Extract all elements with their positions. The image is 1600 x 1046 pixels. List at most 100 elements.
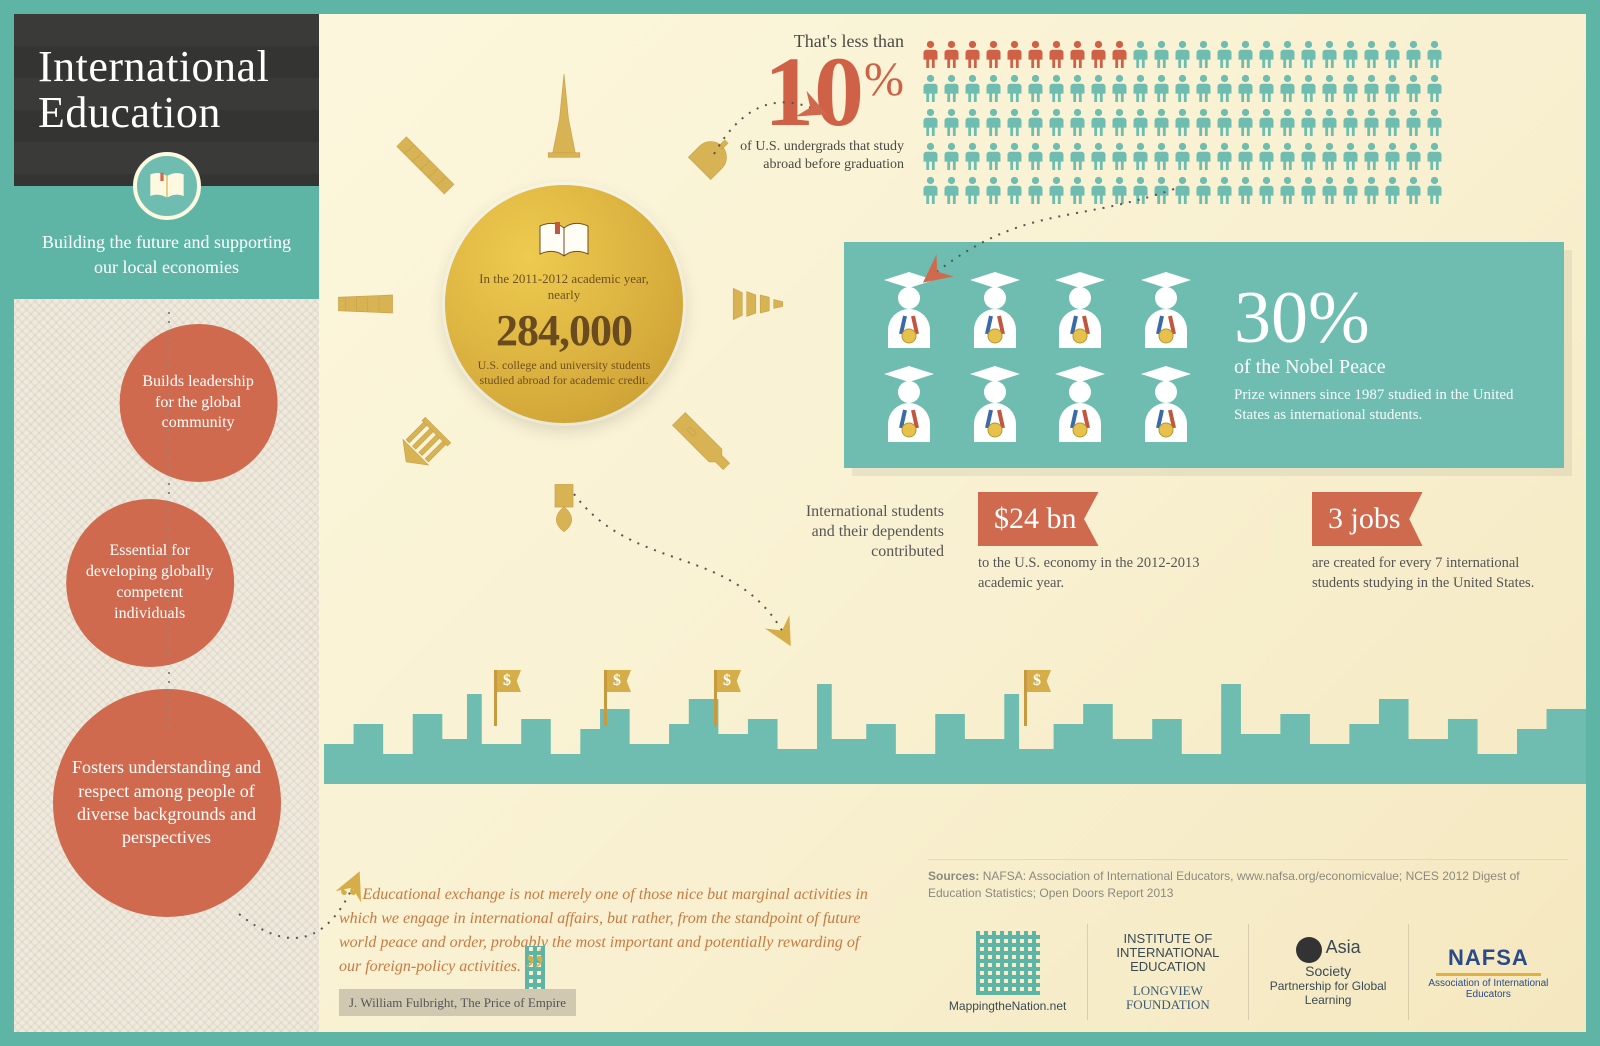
mesh-panel: Builds leadership for the global communi… bbox=[14, 299, 319, 1037]
asia-text: Asia bbox=[1326, 937, 1361, 957]
person-icon bbox=[943, 74, 960, 102]
person-icon bbox=[1300, 176, 1317, 204]
person-icon bbox=[1258, 108, 1275, 136]
flag-3jobs: 3 jobs are created for every 7 internati… bbox=[1312, 492, 1552, 593]
flag-sub-3jobs: are created for every 7 international st… bbox=[1312, 554, 1552, 593]
person-icon bbox=[1342, 176, 1359, 204]
percent-icon: % bbox=[864, 52, 904, 107]
title-block: International Education bbox=[14, 14, 319, 186]
bubble-leadership: Builds leadership for the global communi… bbox=[119, 324, 277, 482]
person-icon bbox=[943, 142, 960, 170]
person-icon bbox=[1300, 142, 1317, 170]
person-icon bbox=[1342, 108, 1359, 136]
person-icon bbox=[1069, 40, 1086, 68]
person-icon bbox=[1111, 176, 1128, 204]
person-icon bbox=[1048, 108, 1065, 136]
person-icon bbox=[985, 74, 1002, 102]
logo-longview-text: LONGVIEW FOUNDATION bbox=[1102, 984, 1233, 1013]
person-icon bbox=[922, 108, 939, 136]
person-icon bbox=[1195, 74, 1212, 102]
person-icon bbox=[985, 108, 1002, 136]
person-icon bbox=[1153, 40, 1170, 68]
nobel-percent: 30% bbox=[1234, 285, 1534, 352]
person-icon bbox=[922, 176, 939, 204]
people-row bbox=[922, 176, 1443, 204]
person-icon bbox=[1027, 74, 1044, 102]
person-icon bbox=[1195, 142, 1212, 170]
person-icon bbox=[922, 40, 939, 68]
qr-icon bbox=[976, 931, 1040, 995]
quote-attribution: J. William Fulbright, The Price of Empir… bbox=[339, 989, 576, 1017]
partner-logos: MappingtheNation.net INSTITUTE OF INTERN… bbox=[928, 924, 1568, 1020]
bubble-competent: Essential for developing globally compet… bbox=[66, 499, 234, 667]
infographic-canvas: International Education Building the fut… bbox=[0, 0, 1600, 1046]
person-icon bbox=[1174, 176, 1191, 204]
graduates-grid bbox=[874, 268, 1204, 442]
dollar-flag-icon: $ bbox=[714, 670, 750, 726]
person-icon bbox=[1279, 40, 1296, 68]
logo-mapping-label: MappingtheNation.net bbox=[949, 999, 1066, 1013]
person-icon bbox=[1279, 108, 1296, 136]
globe-core: In the 2011-2012 academic year, nearly 2… bbox=[445, 185, 683, 423]
person-icon bbox=[1216, 176, 1233, 204]
person-icon bbox=[1048, 176, 1065, 204]
person-icon bbox=[1363, 176, 1380, 204]
person-icon bbox=[964, 74, 981, 102]
nobel-text: 30% of the Nobel Peace Prize winners sin… bbox=[1234, 268, 1534, 442]
person-icon bbox=[1090, 40, 1107, 68]
person-icon bbox=[1384, 40, 1401, 68]
nobel-line2: Prize winners since 1987 studied in the … bbox=[1234, 385, 1534, 426]
nafsa-text: NAFSA bbox=[1448, 945, 1529, 971]
person-icon bbox=[1300, 108, 1317, 136]
graduate-icon bbox=[1131, 362, 1201, 442]
tenpct-number: 10 bbox=[764, 52, 864, 132]
person-icon bbox=[1090, 108, 1107, 136]
person-icon bbox=[1237, 74, 1254, 102]
globe-icon bbox=[1296, 937, 1322, 963]
person-icon bbox=[943, 108, 960, 136]
person-icon bbox=[1405, 40, 1422, 68]
person-icon bbox=[1090, 142, 1107, 170]
globe-pretext: In the 2011-2012 academic year, nearly bbox=[467, 271, 661, 304]
person-icon bbox=[1174, 108, 1191, 136]
graduate-icon bbox=[960, 362, 1030, 442]
person-icon bbox=[964, 108, 981, 136]
sources-text: NAFSA: Association of International Educ… bbox=[928, 869, 1520, 900]
person-icon bbox=[922, 74, 939, 102]
person-icon bbox=[1132, 74, 1149, 102]
skyline-svg bbox=[324, 624, 1586, 784]
page-title: International Education bbox=[38, 44, 295, 136]
person-icon bbox=[1237, 40, 1254, 68]
person-icon bbox=[1405, 108, 1422, 136]
dollar-flag-icon: $ bbox=[1024, 670, 1060, 726]
person-icon bbox=[1195, 108, 1212, 136]
person-icon bbox=[1027, 108, 1044, 136]
logo-mappingthenation: MappingtheNation.net bbox=[928, 924, 1087, 1020]
person-icon bbox=[1342, 74, 1359, 102]
person-icon bbox=[1363, 40, 1380, 68]
person-icon bbox=[1279, 142, 1296, 170]
person-icon bbox=[1342, 40, 1359, 68]
logo-iie-longview: INSTITUTE OF INTERNATIONAL EDUCATION LON… bbox=[1087, 924, 1247, 1020]
person-icon bbox=[1132, 176, 1149, 204]
person-icon bbox=[1426, 108, 1443, 136]
person-icon bbox=[964, 176, 981, 204]
person-icon bbox=[985, 176, 1002, 204]
person-icon bbox=[1006, 40, 1023, 68]
graduate-icon bbox=[1045, 362, 1115, 442]
person-icon bbox=[1111, 74, 1128, 102]
person-icon bbox=[1027, 142, 1044, 170]
person-icon bbox=[1426, 74, 1443, 102]
person-icon bbox=[1069, 74, 1086, 102]
person-icon bbox=[985, 40, 1002, 68]
person-icon bbox=[1090, 74, 1107, 102]
person-icon bbox=[1069, 142, 1086, 170]
people-row bbox=[922, 74, 1443, 102]
book-icon bbox=[133, 152, 201, 220]
nobel-panel: 30% of the Nobel Peace Prize winners sin… bbox=[844, 242, 1564, 468]
person-icon bbox=[1405, 176, 1422, 204]
person-icon bbox=[1006, 142, 1023, 170]
graduate-icon bbox=[960, 268, 1030, 348]
economic-flags: International students and their depende… bbox=[804, 492, 1564, 593]
person-icon bbox=[1174, 40, 1191, 68]
